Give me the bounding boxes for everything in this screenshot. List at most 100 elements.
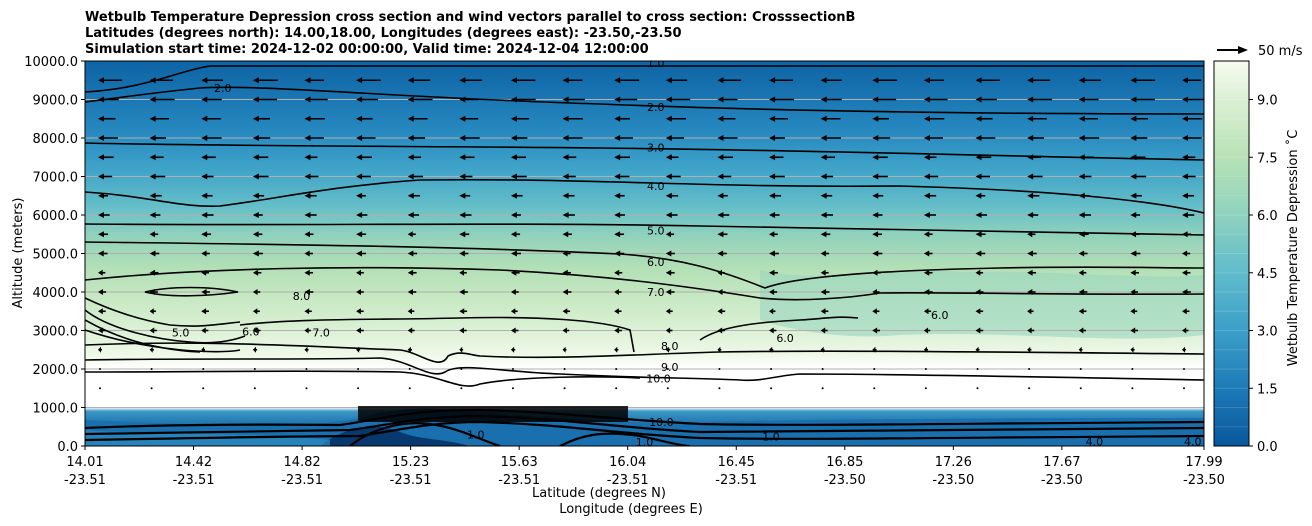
- wind-vector: [976, 368, 979, 370]
- wind-vector-head: [252, 77, 259, 84]
- wind-vector-head: [562, 77, 569, 84]
- wind-vector-head: [149, 231, 155, 238]
- wind-vector-head: [98, 173, 104, 180]
- wind-vector-head: [1078, 269, 1084, 276]
- wind-vector-head: [304, 269, 310, 276]
- wind-vector: [357, 387, 360, 390]
- wind-vector-head: [923, 289, 930, 295]
- wind-vector-head: [252, 346, 256, 353]
- contour-label: 5.0: [647, 224, 665, 237]
- wind-vectors: [98, 77, 1204, 390]
- wind-vector-head: [562, 308, 568, 315]
- wind-vector-head: [407, 212, 414, 218]
- wind-vector-head: [614, 346, 618, 353]
- contour-label: 1.0: [647, 57, 665, 70]
- wind-vector-head: [304, 115, 311, 122]
- wind-vector: [202, 387, 205, 390]
- wind-vector-head: [252, 115, 259, 122]
- wind-vector-head: [252, 212, 259, 218]
- wind-vector-head: [304, 250, 310, 257]
- wind-vector-head: [201, 192, 208, 199]
- wind-vector-head: [872, 173, 879, 180]
- contour-label: 10.0: [649, 416, 674, 429]
- wind-vector-head: [820, 289, 827, 295]
- wind-vector: [511, 387, 514, 390]
- colorbar-tick-label: 1.5: [1257, 382, 1278, 397]
- contour-2: [85, 86, 1204, 115]
- wind-vector-head: [717, 77, 724, 84]
- wind-vector-head: [459, 250, 465, 257]
- wind-vector-head: [149, 192, 156, 199]
- wind-vector-head: [1078, 96, 1085, 103]
- wind-vector: [976, 387, 979, 390]
- wind-vector-head: [614, 77, 621, 84]
- wind-vector-head: [975, 212, 982, 218]
- y-tick-label: 6000.0: [33, 209, 79, 224]
- wind-vector-head: [149, 269, 156, 276]
- wind-vector-head: [1078, 192, 1085, 199]
- wind-vector-head: [304, 327, 309, 334]
- colorbar-ticks: 0.0 1.5 3.0 4.5 6.0 7.5 9.0: [1249, 94, 1278, 455]
- quiver-key: 50 m/s: [1217, 44, 1303, 59]
- wind-vector-head: [769, 154, 776, 161]
- wind-vector-head: [201, 135, 208, 141]
- wind-vector-head: [459, 115, 466, 122]
- wind-vector-head: [1182, 173, 1188, 180]
- wind-vector-head: [717, 135, 724, 141]
- wind-vector-head: [356, 269, 361, 276]
- wind-vector-head: [1182, 192, 1188, 199]
- y-tick-label: 9000.0: [33, 94, 79, 109]
- wind-vector-head: [923, 212, 930, 218]
- wind-vector-head: [717, 192, 724, 199]
- wind-vector-head: [510, 96, 517, 103]
- wind-vector: [873, 368, 876, 370]
- wind-vector-head: [872, 115, 879, 122]
- wind-vector: [718, 368, 721, 370]
- wind-vector-head: [407, 173, 414, 180]
- wind-vector-head: [1182, 231, 1188, 238]
- wind-vector-head: [304, 231, 310, 238]
- wind-vector-head: [304, 308, 310, 315]
- y-tick-label: 5000.0: [33, 248, 79, 263]
- contour-10: [85, 357, 1204, 382]
- wind-vector-head: [562, 173, 569, 180]
- wind-vector-head: [149, 212, 156, 218]
- wind-vector-head: [1182, 250, 1188, 257]
- wind-vector-head: [820, 346, 824, 353]
- contour-labels: 1.0 2.0 2.0 3.0 4.0 5.0 6.0 7.0 8.0 5.0 6.0 7.0 8.0 9…: [172, 57, 1202, 448]
- wind-vector-head: [407, 289, 413, 295]
- wind-vector-head: [98, 115, 104, 122]
- wind-vector-head: [149, 346, 153, 353]
- wind-vector-head: [769, 77, 776, 84]
- contour-label: 4.0: [1086, 435, 1104, 448]
- wind-vector-head: [1027, 96, 1034, 103]
- wind-vector-head: [769, 308, 774, 315]
- wind-vector-head: [975, 154, 982, 161]
- wind-vector-head: [717, 115, 724, 122]
- wind-vector-head: [665, 135, 672, 141]
- x-tick-lat: 16.85: [826, 455, 863, 470]
- wind-vector-head: [201, 308, 207, 315]
- wind-vector-head: [407, 346, 411, 353]
- wind-vector-head: [1130, 308, 1135, 315]
- contour-8-closed: [144, 286, 239, 297]
- wind-vector-head: [1182, 346, 1186, 353]
- wind-vector-head: [201, 250, 207, 257]
- wind-vector-head: [98, 327, 103, 334]
- wind-vector-head: [872, 289, 877, 295]
- wind-vector: [873, 387, 876, 390]
- wind-vector-head: [872, 269, 878, 276]
- y-axis: 0.0 1000.0 2000.0 3000.0 4000.0 5000.0 6000.0 7…: [24, 55, 85, 455]
- wind-vector-head: [1182, 289, 1188, 295]
- plot-area: 1.0 2.0 2.0 3.0 4.0 5.0 6.0 7.0 8.0 5.0 6.0 7.0 8.0 9…: [85, 57, 1204, 448]
- wind-vector-head: [201, 212, 208, 218]
- wind-vector-head: [149, 308, 154, 315]
- wind-vector-head: [1182, 77, 1188, 84]
- wind-vector-head: [510, 346, 515, 353]
- wind-vector-head: [769, 96, 776, 103]
- wind-vector-head: [407, 154, 414, 161]
- wind-vector-head: [304, 135, 311, 141]
- wind-vector-head: [98, 192, 104, 199]
- wind-vector-head: [717, 250, 724, 257]
- wind-vector-head: [665, 212, 672, 218]
